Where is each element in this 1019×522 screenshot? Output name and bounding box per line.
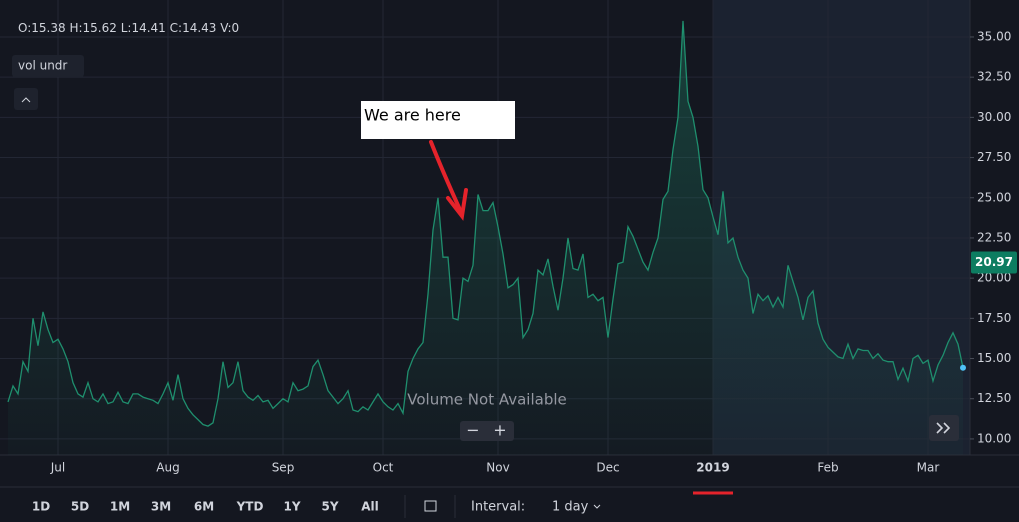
x-tick-label: Feb — [817, 461, 838, 475]
y-tick-label: 27.50 — [977, 150, 1011, 164]
y-tick-label: 17.50 — [977, 311, 1011, 325]
y-tick-label: 12.50 — [977, 391, 1011, 405]
interval-label: Interval: — [471, 500, 525, 515]
y-tick-label: 10.00 — [977, 431, 1011, 445]
range-button[interactable]: 5D — [71, 500, 89, 514]
x-tick-label: Mar — [917, 461, 940, 475]
x-tick-label: Jul — [50, 461, 65, 475]
arrow-head — [446, 188, 468, 221]
y-tick-label: 15.00 — [977, 351, 1011, 365]
x-tick-label: 2019 — [696, 461, 729, 475]
range-button[interactable]: All — [361, 500, 379, 514]
collapse-button[interactable] — [14, 88, 38, 110]
range-button[interactable]: 1Y — [283, 500, 300, 514]
interval[interactable]: 1 day — [552, 500, 589, 515]
price-tag — [971, 251, 1017, 274]
range-button[interactable]: 5Y — [321, 500, 338, 514]
ohlc: O:15.38 H:15.62 L:14.41 C:14.43 V:0 — [18, 21, 239, 35]
y-tick-label: 30.00 — [977, 110, 1011, 124]
volume-note: Volume Not Available — [407, 391, 567, 409]
y-tick-label: 32.50 — [977, 70, 1011, 84]
line — [7, 20, 964, 427]
annotation: We are here — [364, 106, 461, 125]
x-tick-label: Dec — [596, 461, 619, 475]
indicator: vol undr — [18, 59, 67, 73]
x-tick-label: Nov — [486, 461, 509, 475]
range-button[interactable]: 6M — [194, 500, 214, 514]
range-button[interactable]: YTD — [236, 500, 264, 514]
y-tick-label: 35.00 — [977, 29, 1011, 43]
annotation-box — [361, 101, 515, 139]
y-tick-label: 22.50 — [977, 230, 1011, 244]
scroll-right[interactable] — [929, 415, 959, 441]
dropdown-icon — [593, 504, 601, 509]
arrow — [429, 140, 463, 214]
zoom-in[interactable]: + — [493, 421, 506, 440]
x-tick-label: Aug — [156, 461, 179, 475]
scroll-icon — [936, 422, 951, 434]
y-tick-label: 25.00 — [977, 190, 1011, 204]
range-button[interactable]: 3M — [151, 500, 171, 514]
x-tick-label: Sep — [272, 461, 295, 475]
price-tag-label: 20.97 — [975, 255, 1013, 269]
area — [8, 20, 963, 456]
last-point — [960, 364, 966, 371]
zoom-out[interactable]: − — [466, 421, 479, 440]
zoom-controls — [460, 421, 514, 441]
calendar-icon[interactable] — [424, 500, 437, 512]
indicator-box[interactable] — [12, 55, 84, 77]
collapse-icon — [21, 97, 31, 103]
range-button[interactable]: 1D — [32, 500, 50, 514]
x-tick-label: Oct — [373, 461, 394, 475]
range-button[interactable]: 1M — [110, 500, 130, 514]
y-tick-label: 20.00 — [977, 271, 1011, 285]
